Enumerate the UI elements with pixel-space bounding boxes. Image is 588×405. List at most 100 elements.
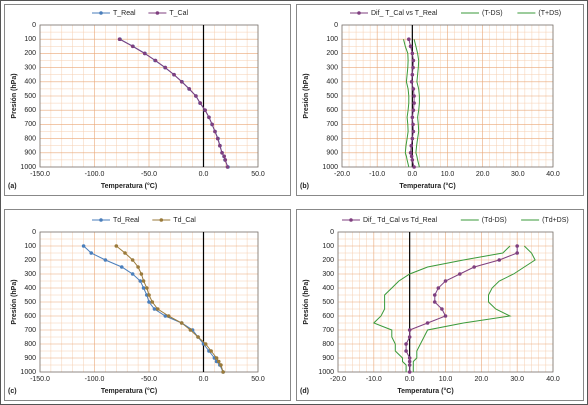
point [203,108,207,112]
y-tick-label: 100 [322,243,334,250]
legend-marker [155,11,160,15]
point [142,51,147,56]
x-tick-label: -100.0 [85,376,105,383]
point [196,335,200,339]
point [150,300,155,304]
series-line [403,39,410,168]
point [411,129,416,134]
point [194,94,198,98]
point [407,370,412,374]
y-tick-label: 800 [24,341,36,348]
y-axis-label: Presión (hPa) [11,279,18,324]
x-axis-label: Temperatura (°C) [101,387,157,395]
legend-marker [99,218,103,222]
panel-label: (b) [300,183,309,190]
point [409,80,414,84]
y-tick-label: 100 [326,36,338,43]
y-tick-label: 500 [24,299,36,306]
x-tick-label: 40.0 [546,376,560,383]
legend-label: T_Real [113,10,136,17]
point [407,356,412,360]
point [515,251,519,255]
point [89,251,94,255]
point [425,321,430,325]
point [155,307,160,311]
legend-marker [99,11,103,15]
x-tick-label: -50.0 [141,171,157,178]
point [411,108,416,112]
x-tick-label: 30.0 [510,376,524,383]
y-tick-label: 1000 [20,369,36,376]
y-tick-label: 100 [24,243,36,250]
point [210,122,215,127]
x-tick-label: 10.0 [439,376,453,383]
x-tick-label: -20.0 [334,171,350,178]
series-line [372,245,511,372]
point [130,258,135,262]
point [130,272,135,276]
point [412,101,416,105]
series-line [413,39,420,168]
x-tick-label: 20.0 [476,171,490,178]
legend-label: Dif_ Td_Cal vs Td_Real [363,217,437,224]
y-tick-label: 500 [24,93,36,100]
point [443,279,448,283]
y-tick-label: 0 [32,229,36,236]
point [408,44,413,49]
point [497,258,502,262]
point [139,272,144,276]
point [407,359,412,364]
point [412,94,416,98]
legend-marker [357,11,361,15]
point [404,349,408,353]
point [187,87,192,91]
point [119,265,124,269]
point [209,349,213,353]
point [153,58,158,63]
series-line [412,245,536,372]
panel-label: (c) [8,388,17,395]
point [136,265,140,269]
panel-label: (a) [8,183,17,190]
plot-frame [39,24,259,168]
point [407,37,411,41]
x-tick-label: -150.0 [30,376,50,383]
y-tick-label: 700 [24,327,36,334]
y-tick-label: 800 [24,135,36,142]
point [221,370,225,374]
y-tick-label: 800 [322,341,334,348]
y-tick-label: 0 [330,229,334,236]
point [440,307,444,311]
y-axis-label: Presión (hPa) [303,73,310,118]
y-tick-label: 300 [24,271,36,278]
plot-frame [341,24,554,168]
point [188,328,193,332]
point [223,158,228,162]
point [123,251,127,255]
point [410,136,415,141]
x-tick-label: 20.0 [475,376,489,383]
x-tick-label: 50.0 [251,376,265,383]
point [130,44,135,49]
point [410,115,415,120]
legend-label: (Td-DS) [482,217,507,224]
point [407,328,412,332]
point [443,314,448,318]
point [411,58,416,63]
x-tick-label: 10.0 [441,171,455,178]
point [220,151,224,155]
point [411,122,415,127]
y-tick-label: 400 [326,79,338,86]
x-tick-label: -50.0 [141,376,157,383]
y-tick-label: 700 [24,121,36,128]
y-tick-label: 900 [24,150,36,157]
point [147,293,151,297]
x-axis-label: Temperatura (°C) [101,182,157,190]
point [179,321,184,325]
x-tick-label: -10.0 [369,171,385,178]
point [166,314,171,318]
point [141,279,146,283]
point [432,293,437,297]
point [215,136,220,141]
point [207,115,211,120]
